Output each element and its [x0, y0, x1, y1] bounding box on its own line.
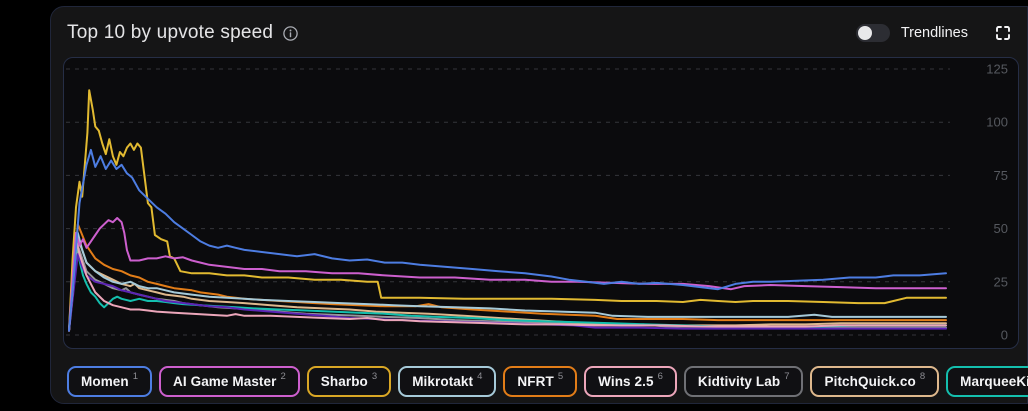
y-axis-tick-label: 50 [994, 221, 1008, 236]
legend-chip-nfrt[interactable]: NFRT 5 [503, 366, 578, 397]
series-line-wins-2-5 [68, 238, 947, 332]
series-line-momen [68, 148, 947, 332]
legend-chip-label: NFRT [517, 374, 554, 389]
line-chart[interactable]: 0 25 50 75 100 125 [64, 58, 1018, 348]
series-line-mikrotakt [68, 231, 947, 332]
series-line-sharbo [68, 89, 947, 332]
legend-chip-rank: 8 [919, 371, 926, 382]
legend-chip-label: MarqueeKit [960, 374, 1028, 389]
legend-chip-wins-2-5[interactable]: Wins 2.5 6 [584, 366, 677, 397]
chart-panel: Top 10 by upvote speed Trendlines [50, 6, 1028, 404]
header-controls: Trendlines [855, 24, 1011, 42]
legend-chip-label: Momen [81, 374, 129, 389]
legend-chip-label: AI Game Master [173, 374, 277, 389]
legend-chip-rank: 3 [371, 371, 378, 382]
legend-chip-ai-game-master[interactable]: AI Game Master 2 [159, 366, 300, 397]
fullscreen-icon[interactable] [995, 25, 1011, 41]
legend-chip-rank: 7 [784, 371, 790, 382]
series-line-ai-game-master [68, 217, 947, 332]
y-axis-tick-label: 25 [994, 274, 1008, 289]
y-axis-tick-label: 75 [994, 168, 1008, 183]
y-axis-tick-label: 125 [986, 62, 1008, 77]
legend: Momen 1 AI Game Master 2 Sharbo 3 Mikrot… [67, 366, 1028, 397]
panel-header: Top 10 by upvote speed Trendlines [51, 7, 1027, 53]
series-line-pitchquick-co [68, 238, 947, 332]
legend-chip-momen[interactable]: Momen 1 [67, 366, 153, 397]
toggle-knob [857, 26, 872, 40]
legend-chip-rank: 6 [657, 371, 663, 382]
series-line-velocity-lapse [68, 253, 947, 332]
legend-chip-kidtivity-lab[interactable]: Kidtivity Lab 7 [683, 366, 804, 397]
legend-chip-rank: 4 [477, 371, 483, 382]
page-title: Top 10 by upvote speed [67, 22, 274, 43]
chart-container: 0 25 50 75 100 125 [63, 57, 1019, 349]
legend-chip-mikrotakt[interactable]: Mikrotakt 4 [398, 366, 497, 397]
legend-chip-label: Kidtivity Lab [697, 374, 781, 389]
legend-chip-sharbo[interactable]: Sharbo 3 [306, 366, 392, 397]
legend-chip-label: PitchQuick.co [824, 374, 916, 389]
legend-chip-rank: 1 [132, 371, 139, 382]
legend-chip-rank: 2 [280, 371, 286, 382]
legend-chip-pitchquick-co[interactable]: PitchQuick.co 8 [810, 366, 940, 397]
info-icon[interactable] [282, 25, 299, 42]
trendlines-toggle[interactable] [855, 24, 890, 42]
y-axis-tick-label: 0 [1001, 328, 1008, 343]
trendlines-label: Trendlines [900, 25, 968, 41]
legend-chip-marqueekit[interactable]: MarqueeKit 9 [946, 366, 1028, 397]
y-axis-tick-label: 100 [986, 115, 1008, 130]
legend-chip-label: Mikrotakt [412, 374, 474, 389]
legend-chip-label: Sharbo [320, 374, 368, 389]
legend-chip-label: Wins 2.5 [598, 374, 654, 389]
legend-chip-rank: 5 [557, 371, 564, 382]
